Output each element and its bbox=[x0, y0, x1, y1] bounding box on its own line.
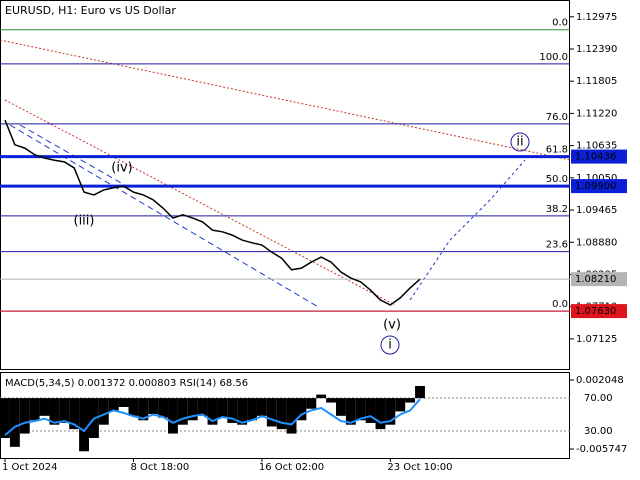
macd-bar bbox=[405, 398, 416, 403]
wave-label: (iv) bbox=[111, 161, 132, 176]
macd-bar bbox=[29, 398, 40, 421]
macd-bar bbox=[395, 398, 406, 412]
macd-bar bbox=[365, 398, 376, 423]
price-line-series bbox=[4, 119, 421, 306]
wave-circle bbox=[380, 335, 400, 355]
wave-label: (iii) bbox=[74, 214, 95, 229]
macd-bar bbox=[158, 398, 169, 418]
x-tick-label: 8 Oct 18:00 bbox=[130, 462, 189, 473]
y-tick-label: 30.00 bbox=[584, 426, 613, 437]
macd-bar bbox=[0, 398, 10, 438]
macd-bar bbox=[316, 394, 327, 399]
wave-label: ii bbox=[516, 135, 523, 150]
fib-label: 61.8 bbox=[546, 145, 568, 156]
macd-bar bbox=[345, 398, 356, 425]
macd-bar bbox=[177, 398, 188, 425]
price-label: 1.10436 bbox=[575, 152, 616, 163]
y-tick-label: 1.11220 bbox=[576, 108, 617, 119]
fib-label: 50.0 bbox=[546, 174, 568, 185]
macd-bar bbox=[9, 398, 20, 447]
macd-bar bbox=[296, 398, 307, 421]
y-tick-label: 1.10635 bbox=[576, 141, 617, 152]
macd-bar bbox=[385, 398, 396, 425]
y-tick-label: 1.12975 bbox=[576, 12, 617, 23]
macd-bar bbox=[69, 398, 80, 430]
macd-bar bbox=[375, 398, 386, 430]
macd-bar bbox=[286, 398, 297, 434]
trend-line bbox=[4, 99, 396, 306]
y-tick-label: 1.07125 bbox=[576, 334, 617, 345]
macd-bar bbox=[237, 398, 248, 425]
fib-label: 38.2 bbox=[546, 204, 568, 215]
price-label: 1.09900 bbox=[575, 181, 616, 192]
rsi-line bbox=[4, 398, 421, 436]
y-tick-label: 1.08880 bbox=[576, 237, 617, 248]
macd-bar bbox=[98, 398, 109, 425]
y-tick-label: -0.005747 bbox=[576, 444, 627, 455]
wave-label: i bbox=[388, 338, 392, 353]
trend-line bbox=[0, 39, 571, 161]
y-tick-label: 1.09465 bbox=[576, 205, 617, 216]
indicator-title: MACD(5,34,5) 0.001372 0.000803 RSI(14) 6… bbox=[5, 378, 248, 389]
channel-line bbox=[9, 124, 321, 309]
price-label: 1.08210 bbox=[575, 274, 616, 285]
fib-label: 100.0 bbox=[539, 52, 568, 63]
price-box bbox=[571, 149, 627, 164]
macd-bar bbox=[59, 398, 70, 423]
macd-bar bbox=[39, 398, 50, 416]
macd-bar bbox=[326, 398, 337, 403]
macd-bar bbox=[207, 398, 218, 425]
macd-bar bbox=[138, 398, 149, 421]
macd-bar bbox=[256, 398, 267, 416]
macd-bar bbox=[118, 398, 129, 407]
x-tick-label: 23 Oct 10:00 bbox=[387, 462, 452, 473]
x-tick-label: 16 Oct 02:00 bbox=[259, 462, 324, 473]
fib-label: 23.6 bbox=[546, 240, 568, 251]
macd-bar bbox=[247, 398, 257, 421]
macd-bar bbox=[19, 398, 30, 434]
macd-bar bbox=[306, 398, 317, 409]
macd-bar bbox=[276, 398, 287, 430]
x-tick-label: 1 Oct 2024 bbox=[2, 462, 57, 473]
price-label: 1.07630 bbox=[575, 306, 616, 317]
fib-label: 0.0 bbox=[552, 299, 568, 310]
macd-bar bbox=[187, 398, 198, 421]
macd-bar bbox=[108, 398, 119, 412]
y-tick-label: 0.002048 bbox=[576, 375, 624, 386]
y-tick-label: 1.11805 bbox=[576, 76, 617, 87]
macd-bar bbox=[355, 398, 366, 421]
y-tick-label: 70.00 bbox=[584, 393, 613, 404]
fib-label: 76.0 bbox=[546, 112, 568, 123]
macd-bar bbox=[336, 398, 346, 416]
macd-bar bbox=[79, 398, 89, 452]
macd-bar bbox=[168, 398, 178, 434]
price-box bbox=[571, 272, 627, 287]
fib-label: 0.0 bbox=[552, 18, 568, 29]
macd-bar bbox=[217, 398, 228, 418]
projection-line bbox=[409, 159, 526, 301]
y-tick-label: 1.12390 bbox=[576, 44, 617, 55]
chart-title: EURUSD, H1: Euro vs US Dollar bbox=[5, 4, 176, 17]
wave-label: (v) bbox=[383, 318, 401, 333]
macd-bar bbox=[415, 385, 425, 399]
macd-bar bbox=[148, 398, 159, 415]
macd-bar bbox=[128, 398, 139, 416]
macd-bar bbox=[227, 398, 238, 423]
macd-bar bbox=[197, 398, 208, 416]
macd-bar bbox=[266, 398, 277, 427]
macd-bar bbox=[49, 398, 60, 425]
y-tick-label: 1.10050 bbox=[576, 173, 617, 184]
price-box bbox=[571, 304, 627, 319]
wave-circle bbox=[510, 132, 530, 152]
price-box bbox=[571, 179, 627, 194]
